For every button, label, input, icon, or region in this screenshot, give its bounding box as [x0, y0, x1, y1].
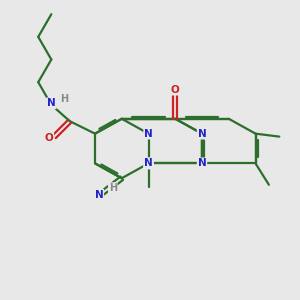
Text: H: H [60, 94, 68, 104]
Text: N: N [144, 129, 153, 139]
Text: O: O [171, 85, 180, 95]
Text: N: N [198, 158, 206, 168]
Text: N: N [94, 190, 103, 200]
Text: H: H [109, 183, 117, 193]
Text: O: O [45, 133, 53, 143]
Text: N: N [144, 158, 153, 168]
Text: N: N [144, 158, 153, 168]
Text: N: N [198, 129, 206, 139]
Text: N: N [47, 98, 56, 108]
